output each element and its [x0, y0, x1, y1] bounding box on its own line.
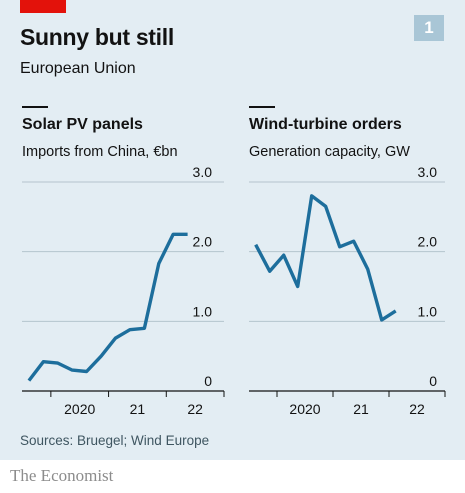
left-chart-rule	[22, 106, 48, 108]
chart-number-badge: 1	[414, 15, 444, 41]
right-chart-subtitle: Generation capacity, GW	[249, 144, 410, 160]
chart-title: Sunny but still	[20, 24, 174, 50]
left-x-tick-label: 21	[130, 401, 146, 417]
right-x-tick-label: 22	[409, 401, 425, 417]
right-x-tick-label: 2020	[289, 401, 320, 417]
brand-label: The Economist	[10, 466, 114, 485]
left-chart-title: Solar PV panels	[22, 116, 143, 133]
brand-red-bar	[20, 0, 66, 13]
chart-panel	[0, 0, 465, 460]
right-y-tick-label: 0	[429, 373, 437, 389]
right-series-line	[254, 194, 397, 322]
left-y-tick-label: 3.0	[193, 164, 213, 180]
right-chart-rule	[249, 106, 275, 108]
left-y-tick-label: 2.0	[193, 234, 213, 250]
chart-subtitle: European Union	[20, 60, 136, 77]
right-chart-title: Wind-turbine orders	[249, 116, 402, 133]
left-y-tick-label: 0	[204, 373, 212, 389]
left-x-tick-label: 2020	[64, 401, 95, 417]
right-y-tick-label: 3.0	[418, 164, 438, 180]
right-y-tick-label: 2.0	[418, 234, 438, 250]
left-series-line	[27, 232, 188, 382]
left-y-tick-label: 1.0	[193, 303, 213, 319]
right-line-chart: 0 1.0 2.0 3.0 2020 21 22	[249, 164, 446, 417]
left-line-chart: 0 1.0 2.0 3.0 2020 21 22	[22, 164, 225, 417]
source-note: Sources: Bruegel; Wind Europe	[20, 433, 210, 448]
left-x-tick-label: 22	[187, 401, 203, 417]
left-chart-subtitle: Imports from China, €bn	[22, 144, 178, 160]
right-y-tick-label: 1.0	[418, 303, 438, 319]
right-x-tick-label: 21	[353, 401, 369, 417]
